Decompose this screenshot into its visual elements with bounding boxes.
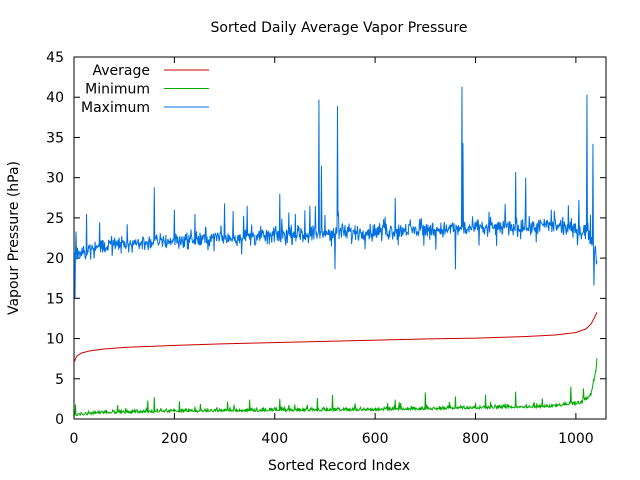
x-axis: 0 200 400 600 800 1000 xyxy=(70,57,594,447)
y-tick-label: 30 xyxy=(46,171,64,187)
legend-label-maximum: Maximum xyxy=(81,100,150,116)
x-tick-label: 600 xyxy=(362,431,389,447)
legend: Average Minimum Maximum xyxy=(81,63,209,116)
y-tick-label: 5 xyxy=(55,372,64,388)
y-axis: 0 5 10 15 20 25 30 35 40 45 xyxy=(46,50,606,428)
x-tick-label: 1000 xyxy=(558,431,594,447)
y-tick-label: 15 xyxy=(46,291,64,307)
y-axis-label: Vapour Pressure (hPa) xyxy=(6,161,22,315)
y-tick-label: 10 xyxy=(46,332,64,348)
chart-title: Sorted Daily Average Vapor Pressure xyxy=(211,20,468,36)
series-minimum-line xyxy=(73,358,598,417)
x-tick-label: 400 xyxy=(261,431,288,447)
x-tick-label: 800 xyxy=(462,431,489,447)
y-tick-label: 45 xyxy=(46,50,64,66)
plot-frame xyxy=(73,56,607,420)
x-tick-label: 0 xyxy=(70,431,79,447)
y-tick-label: 0 xyxy=(55,412,64,428)
series-maximum-line xyxy=(73,86,598,299)
x-tick-label: 200 xyxy=(161,431,188,447)
series-average-line xyxy=(73,312,598,363)
legend-label-minimum: Minimum xyxy=(85,82,150,98)
x-axis-label: Sorted Record Index xyxy=(268,458,410,474)
y-tick-label: 25 xyxy=(46,211,64,227)
y-tick-label: 35 xyxy=(46,130,64,146)
series-layer xyxy=(73,86,598,417)
y-tick-label: 20 xyxy=(46,251,64,267)
y-tick-label: 40 xyxy=(46,90,64,106)
legend-label-average: Average xyxy=(93,63,151,79)
